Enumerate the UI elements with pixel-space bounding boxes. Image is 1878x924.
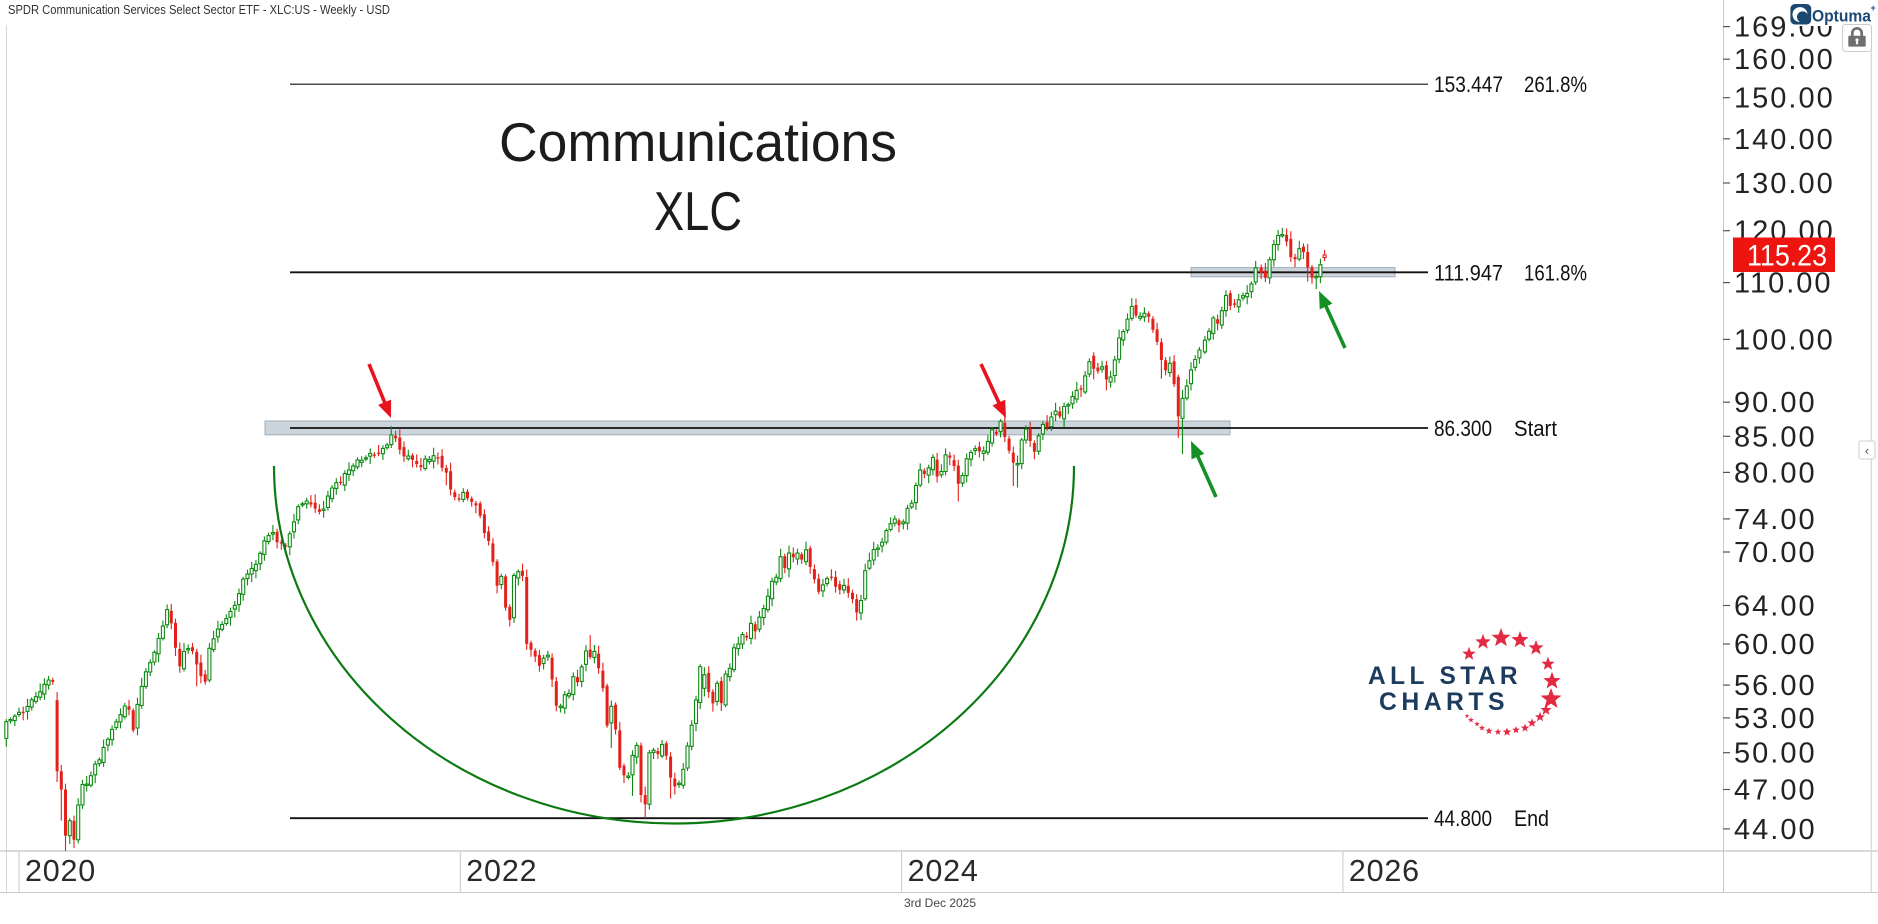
svg-text:50.00: 50.00	[1734, 738, 1817, 770]
svg-text:261.8%: 261.8%	[1524, 72, 1587, 97]
svg-text:86.300: 86.300	[1434, 416, 1492, 441]
svg-text:2022: 2022	[466, 854, 537, 888]
svg-text:Start: Start	[1514, 416, 1558, 441]
svg-text:2024: 2024	[908, 854, 979, 888]
svg-text:2020: 2020	[25, 854, 96, 888]
svg-text:End: End	[1514, 806, 1549, 831]
svg-text:150.00: 150.00	[1734, 83, 1835, 115]
svg-text:85.00: 85.00	[1734, 421, 1817, 453]
svg-text:Communications: Communications	[499, 111, 897, 173]
svg-text:111.947: 111.947	[1434, 260, 1503, 285]
svg-text:60.00: 60.00	[1734, 629, 1817, 661]
svg-text:CHARTS: CHARTS	[1379, 688, 1509, 716]
svg-text:110.00: 110.00	[1734, 268, 1833, 300]
svg-text:‹: ‹	[1865, 443, 1869, 458]
svg-text:2026: 2026	[1349, 854, 1420, 888]
svg-text:64.00: 64.00	[1734, 591, 1817, 623]
svg-text:90.00: 90.00	[1734, 387, 1817, 419]
svg-text:160.00: 160.00	[1734, 44, 1835, 76]
svg-text:153.447: 153.447	[1434, 72, 1503, 97]
svg-text:SPDR Communication Services Se: SPDR Communication Services Select Secto…	[8, 3, 390, 17]
svg-text:130.00: 130.00	[1734, 168, 1835, 200]
svg-text:161.8%: 161.8%	[1524, 260, 1587, 285]
svg-text:ALL STAR: ALL STAR	[1368, 662, 1522, 690]
svg-text:+: +	[1871, 3, 1876, 13]
svg-text:70.00: 70.00	[1734, 537, 1817, 569]
svg-text:56.00: 56.00	[1734, 670, 1817, 702]
svg-text:140.00: 140.00	[1734, 124, 1835, 156]
svg-text:115.23: 115.23	[1747, 240, 1827, 273]
svg-text:47.00: 47.00	[1734, 775, 1817, 807]
svg-text:100.00: 100.00	[1734, 324, 1835, 356]
svg-text:Optuma: Optuma	[1812, 7, 1871, 26]
svg-text:44.00: 44.00	[1734, 814, 1817, 846]
svg-text:80.00: 80.00	[1734, 457, 1817, 489]
svg-text:3rd Dec 2025: 3rd Dec 2025	[904, 896, 976, 910]
svg-text:44.800: 44.800	[1434, 806, 1492, 831]
svg-text:74.00: 74.00	[1734, 504, 1817, 536]
svg-text:53.00: 53.00	[1734, 703, 1817, 735]
svg-text:XLC: XLC	[654, 180, 742, 242]
